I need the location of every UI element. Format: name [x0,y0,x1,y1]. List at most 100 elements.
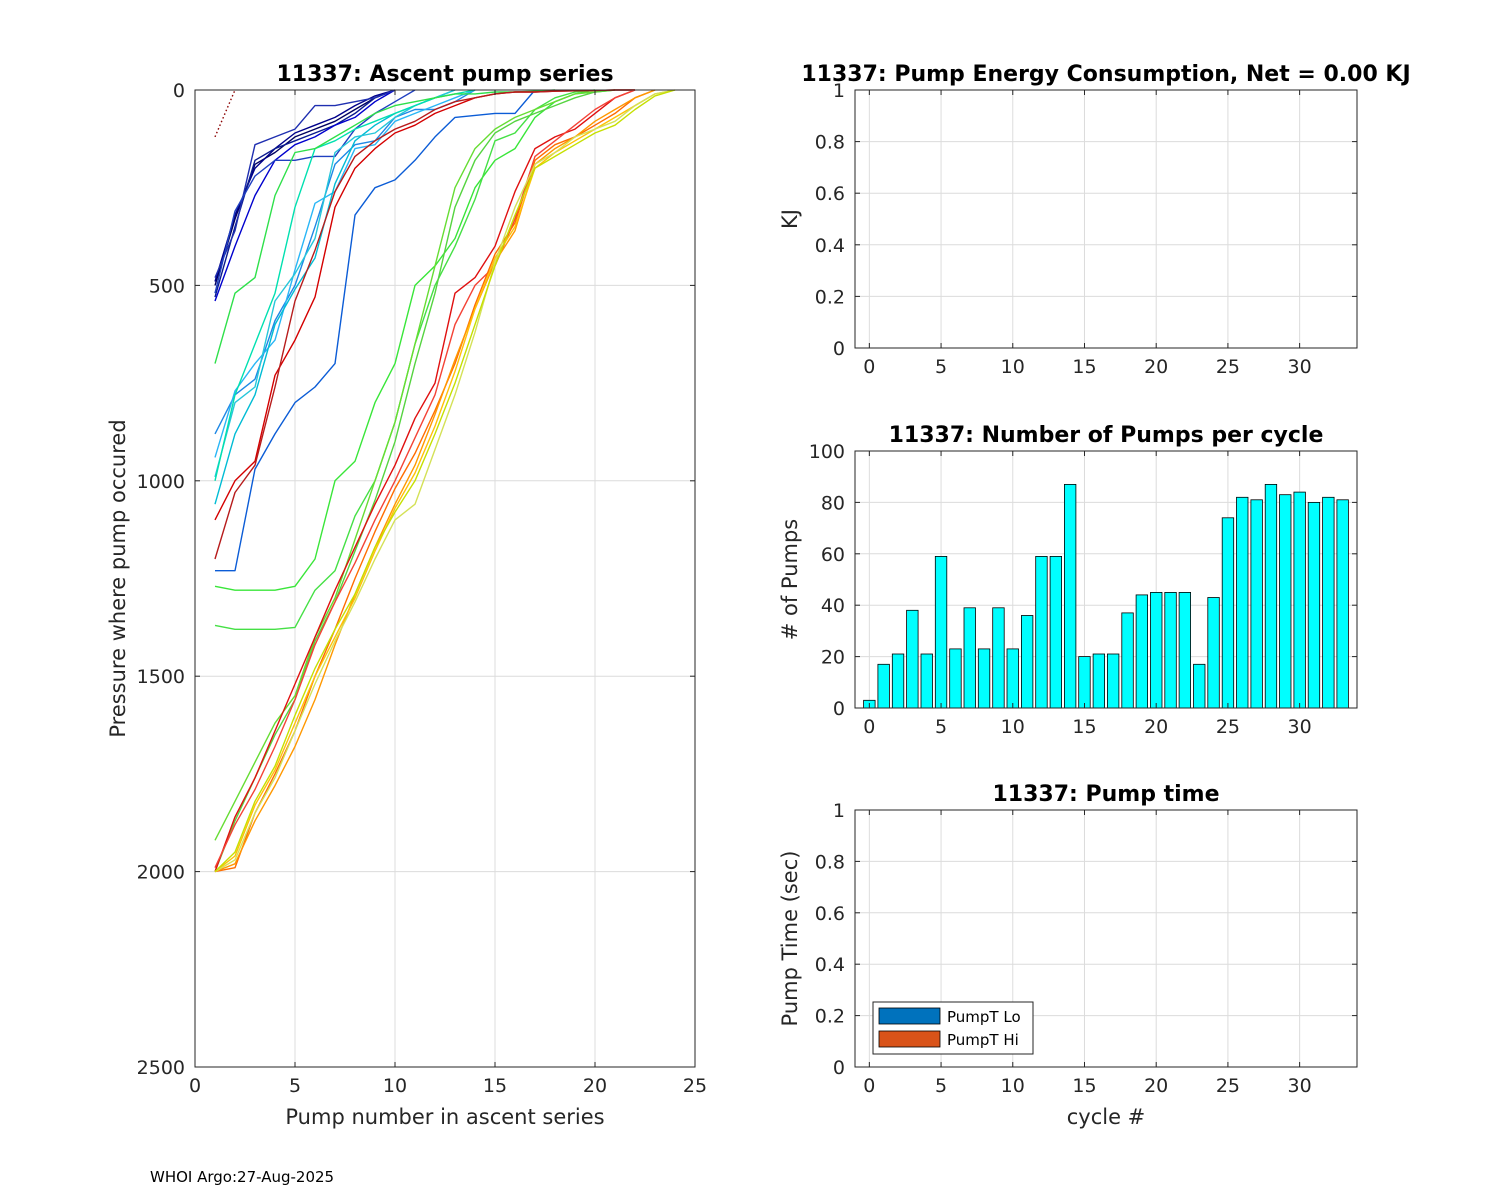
axes-frame [854,450,1358,709]
x-tick-label: 10 [1001,356,1025,378]
bar [1293,491,1306,709]
y-tick-label: 0.6 [815,183,845,205]
bar [1150,592,1163,709]
series-line [214,89,676,873]
y-tick-label: 1 [833,80,845,102]
series-line [214,89,656,873]
x-tick-label: 15 [483,1075,507,1097]
axes-frame [854,89,1358,349]
axes-frame [194,89,696,1068]
y-tick-label: 100 [809,441,845,463]
y-tick-label: 0.4 [815,954,845,976]
x-tick-label: 20 [1144,356,1168,378]
bar [1264,483,1278,709]
x-tick-label: 10 [1001,1075,1025,1097]
y-tick-label: 2500 [137,1057,185,1079]
y-tick-label: 0.2 [815,286,845,308]
y-tick-label: 2000 [137,862,185,884]
bar [934,556,948,709]
bar [1178,592,1191,709]
y-axis-label: KJ [778,209,802,229]
bar [1221,517,1235,709]
y-tick-label: 1500 [137,666,185,688]
bar [1135,594,1148,709]
ascent-pump-series-chart: 0 5 10 15 20 25 0 500 1000 1500 2000 2500 11337: Asc… [106,62,707,1129]
series-line [214,89,596,591]
x-tick-label: 0 [189,1075,201,1097]
y-tick-label: 20 [821,647,845,669]
bar [1250,499,1263,709]
series-line [214,89,396,302]
series-line [214,89,616,872]
legend-swatch [878,1007,941,1025]
y-tick-label: 1000 [137,471,185,493]
x-tick-label: 10 [1001,716,1025,738]
series-line [214,89,676,873]
bar [1164,592,1177,709]
axes-frame [854,809,1358,1068]
chart-title: 11337: Pump time [992,782,1219,807]
legend-label: PumpT Lo [947,1008,1021,1026]
bar [1279,494,1292,709]
bar [1207,597,1220,709]
bar [1236,496,1249,709]
bar [977,648,991,709]
bar [1322,496,1335,709]
bar [891,653,905,709]
series-line [214,89,636,868]
y-tick-label: 0 [833,338,845,360]
bar [1092,653,1105,709]
footer-text: WHOI Argo:27-Aug-2025 [150,1168,334,1186]
x-tick-label: 20 [1144,1075,1168,1097]
bar [1193,663,1206,709]
y-tick-label: 80 [821,492,845,514]
legend-swatch [878,1030,941,1048]
bar [963,607,976,709]
y-tick-label: 60 [821,544,845,566]
x-tick-label: 15 [1072,1075,1096,1097]
y-tick-label: 0.2 [815,1006,845,1028]
pumps-per-cycle-chart: 0 5 10 15 20 25 30 0 20 40 60 80 100 11337: Number of… [778,423,1358,738]
bar [906,609,919,709]
bar [949,648,962,709]
bar [1121,612,1134,709]
series-line [214,89,396,278]
y-tick-label: 0.8 [815,851,845,873]
x-axis-label: cycle # [1067,1105,1146,1129]
x-tick-label: 20 [1144,716,1168,738]
series-line [214,89,396,298]
y-tick-label: 0.4 [815,235,845,257]
bar [1021,615,1034,709]
chart-title: 11337: Ascent pump series [276,62,613,87]
y-tick-label: 0.6 [815,903,845,925]
series-line [214,89,635,560]
x-tick-label: 30 [1288,356,1312,378]
x-tick-label: 5 [935,716,947,738]
y-axis-label: Pressure where pump occured [106,419,130,737]
x-tick-label: 15 [1072,716,1096,738]
bar [877,663,890,709]
x-tick-label: 5 [935,1075,947,1097]
series-line [214,89,236,138]
y-tick-label: 1 [833,800,845,822]
y-tick-label: 0 [833,1057,845,1079]
series-line [214,89,556,364]
bar [1064,483,1077,709]
series-line [214,89,456,478]
x-axis-label: Pump number in ascent series [285,1105,604,1129]
y-axis-label: # of Pumps [778,519,802,641]
series-line [214,89,416,294]
series-line [214,89,476,435]
x-tick-label: 0 [863,716,875,738]
y-tick-label: 40 [821,595,845,617]
x-tick-label: 25 [1216,1075,1240,1097]
x-tick-label: 30 [1288,1075,1312,1097]
chart-title: 11337: Pump Energy Consumption, Net = 0.… [801,62,1410,87]
series-line [215,89,536,572]
pump-time-chart: 0 5 10 15 20 25 30 0 0.2 0.4 0.6 0.8 1 11337: Pump ti… [778,782,1358,1129]
x-tick-label: 0 [863,1075,875,1097]
series-line [214,89,476,458]
bar [1078,656,1091,709]
